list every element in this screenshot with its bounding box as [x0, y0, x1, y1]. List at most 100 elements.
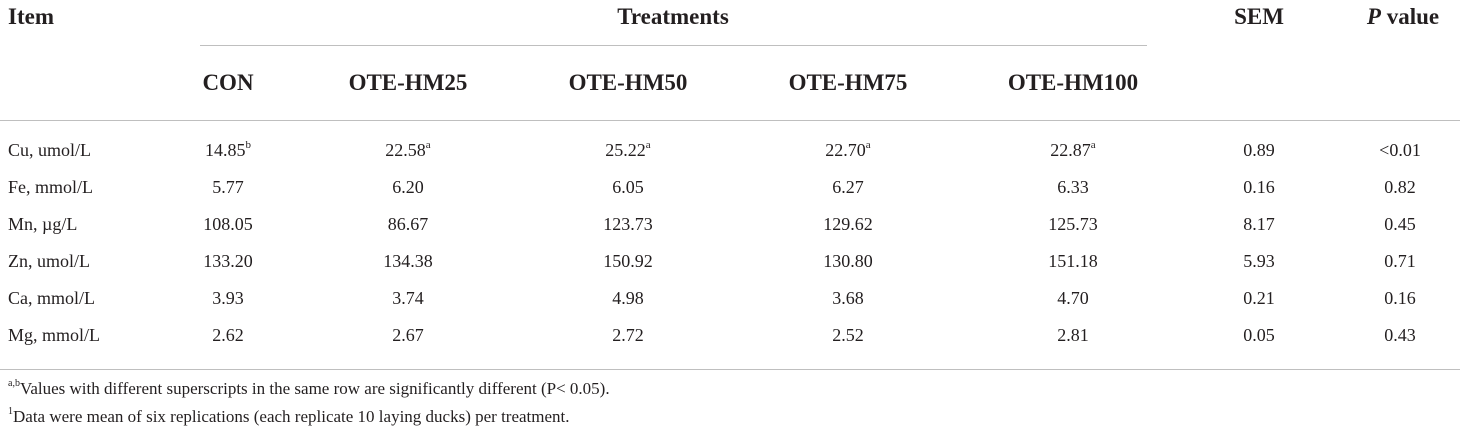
sem-cell: 0.16 [1243, 177, 1275, 197]
value-cell: 6.05 [612, 177, 644, 198]
value-cell: 133.20 [203, 251, 253, 272]
sem-cell: 0.89 [1243, 140, 1275, 160]
significance-superscript: b [245, 139, 252, 151]
value-cell: 6.20 [392, 177, 424, 198]
value-cell: 2.52 [832, 325, 864, 346]
value-cell: 5.77 [212, 177, 244, 198]
value-text: 123.73 [603, 214, 653, 234]
p-value-cell: 0.16 [1384, 288, 1416, 308]
value-cell: 22.87a [1050, 140, 1095, 161]
value-cell: 134.38 [383, 251, 433, 272]
value-text: 133.20 [203, 251, 253, 271]
value-cell: 3.93 [212, 288, 244, 309]
group-header-ote-hm25: OTE-HM25 [348, 70, 468, 95]
value-text: 2.62 [212, 325, 244, 345]
value-cell: 2.81 [1057, 325, 1089, 346]
value-text: 6.05 [612, 177, 644, 197]
value-cell: 6.27 [832, 177, 864, 198]
value-cell: 125.73 [1048, 214, 1098, 235]
value-text: 3.68 [832, 288, 864, 308]
value-cell: 86.67 [388, 214, 429, 235]
group-header-ote-hm75: OTE-HM75 [788, 70, 908, 95]
value-text: 5.77 [212, 177, 244, 197]
value-text: 25.22 [605, 140, 646, 160]
value-cell: 108.05 [203, 214, 253, 235]
value-text: 2.81 [1057, 325, 1089, 345]
sem-cell: 0.21 [1243, 288, 1275, 308]
footnote-significance: a,bValues with different superscripts in… [8, 379, 610, 399]
value-text: 3.93 [212, 288, 244, 308]
treatments-underline [200, 45, 1147, 46]
p-value-cell: <0.01 [1379, 140, 1421, 160]
footnote-sup: a,b [8, 378, 20, 390]
treatments-header: Treatments [617, 4, 729, 29]
p-value-cell: 0.43 [1384, 325, 1416, 345]
value-text: 108.05 [203, 214, 253, 234]
header-bottom-rule [0, 120, 1460, 121]
value-text: 129.62 [823, 214, 873, 234]
value-cell: 3.74 [392, 288, 424, 309]
row-item-label: Mn, µg/L [8, 214, 78, 234]
value-text: 125.73 [1048, 214, 1098, 234]
value-cell: 150.92 [603, 251, 653, 272]
value-cell: 129.62 [823, 214, 873, 235]
value-text: 14.85 [205, 140, 246, 160]
group-header-con: CON [202, 70, 254, 95]
value-text: 22.58 [385, 140, 426, 160]
p-value-label: value [1380, 4, 1440, 29]
value-cell: 123.73 [603, 214, 653, 235]
sem-cell: 0.05 [1243, 325, 1275, 345]
group-header-ote-hm100: OTE-HM100 [1007, 70, 1139, 95]
value-cell: 14.85b [205, 140, 251, 161]
value-text: 6.20 [392, 177, 424, 197]
p-value-cell: 0.45 [1384, 214, 1416, 234]
table-bottom-rule [0, 369, 1460, 370]
sem-cell: 8.17 [1243, 214, 1275, 234]
value-text: 2.67 [392, 325, 424, 345]
value-text: 4.98 [612, 288, 644, 308]
p-value-column-header: P value [1367, 4, 1439, 30]
value-text: 22.70 [825, 140, 866, 160]
value-text: 151.18 [1048, 251, 1098, 271]
value-text: 6.33 [1057, 177, 1089, 197]
value-cell: 130.80 [823, 251, 873, 272]
row-item-label: Ca, mmol/L [8, 288, 95, 308]
group-header-ote-hm50: OTE-HM50 [568, 70, 688, 95]
value-cell: 22.70a [825, 140, 870, 161]
p-value-cell: 0.71 [1384, 251, 1416, 271]
value-text: 134.38 [383, 251, 433, 271]
value-text: 6.27 [832, 177, 864, 197]
item-column-header: Item [8, 4, 54, 29]
significance-superscript: a [865, 139, 871, 151]
row-item-label: Cu, umol/L [8, 140, 92, 160]
sem-column-header: SEM [1234, 4, 1284, 29]
footnote-text: Data were mean of six replications (each… [13, 407, 570, 426]
footnote-replication: 1Data were mean of six replications (eac… [8, 407, 570, 427]
value-cell: 4.70 [1057, 288, 1089, 309]
value-text: 2.52 [832, 325, 864, 345]
significance-superscript: a [425, 139, 431, 151]
value-text: 150.92 [603, 251, 653, 271]
significance-superscript: a [645, 139, 651, 151]
value-cell: 4.98 [612, 288, 644, 309]
value-text: 4.70 [1057, 288, 1089, 308]
value-cell: 25.22a [605, 140, 650, 161]
significance-superscript: a [1090, 139, 1096, 151]
row-item-label: Fe, mmol/L [8, 177, 93, 197]
value-cell: 2.67 [392, 325, 424, 346]
footnote-sup: 1 [8, 406, 13, 418]
sem-cell: 5.93 [1243, 251, 1275, 271]
value-cell: 2.62 [212, 325, 244, 346]
value-cell: 151.18 [1048, 251, 1098, 272]
value-text: 3.74 [392, 288, 424, 308]
value-text: 130.80 [823, 251, 873, 271]
p-italic: P [1366, 4, 1381, 29]
value-text: 22.87 [1050, 140, 1091, 160]
value-text: 2.72 [612, 325, 644, 345]
value-cell: 2.72 [612, 325, 644, 346]
value-text: 86.67 [387, 214, 429, 234]
p-value-cell: 0.82 [1384, 177, 1416, 197]
value-cell: 3.68 [832, 288, 864, 309]
row-item-label: Zn, umol/L [8, 251, 90, 271]
value-cell: 22.58a [385, 140, 430, 161]
